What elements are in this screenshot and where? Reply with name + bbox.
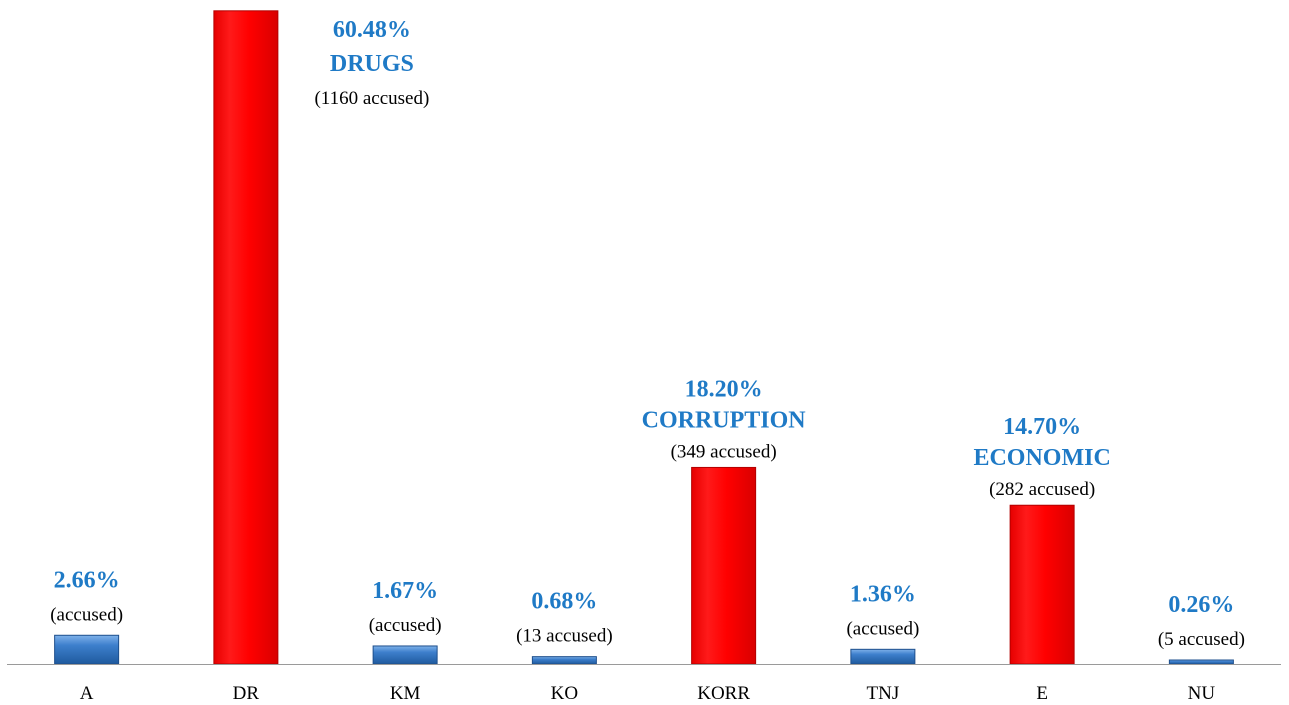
bar-ko-label-pct: 0.68%: [531, 589, 597, 615]
bar-km-label-pct: 1.67%: [372, 578, 438, 604]
bar-nu-label-count: (5 accused): [1158, 629, 1245, 650]
bar-dr: [213, 10, 279, 665]
bar-e: [1009, 504, 1075, 665]
bar-a: [54, 634, 120, 665]
data-labels-group: 2.66% (accused) 60.48% DRUGS (1160 accused) 1…: [50, 17, 1245, 650]
x-tick-e: E: [1036, 683, 1048, 704]
bar-ko: [531, 656, 597, 665]
x-tick-a: A: [80, 683, 94, 704]
bar-korr-label-pct: 18.20%: [685, 376, 763, 402]
bar-korr-label-name: CORRUPTION: [642, 407, 807, 433]
x-tick-ko: KO: [551, 683, 578, 704]
x-tick-labels-group: A DR KM KO KORR TNJ E NU: [80, 683, 1216, 704]
bar-a-label-pct: 2.66%: [54, 567, 120, 593]
bar-korr-label-count: (349 accused): [671, 441, 777, 462]
bar-tnj-label-pct: 1.36%: [850, 581, 916, 607]
x-tick-nu: NU: [1188, 683, 1216, 704]
bar-km: [372, 645, 438, 665]
bar-tnj-label-count: (accused): [846, 618, 919, 639]
bar-korr: [691, 466, 757, 665]
bar-dr-label-name: DRUGS: [330, 51, 414, 77]
bar-a-label-count: (accused): [50, 604, 123, 625]
bar-ko-label-count: (13 accused): [516, 626, 613, 647]
x-tick-tnj: TNJ: [867, 683, 900, 704]
bar-tnj: [850, 648, 916, 665]
bar-dr-label-pct: 60.48%: [333, 17, 411, 43]
bar-dr-label-count: (1160 accused): [314, 88, 429, 109]
x-tick-korr: KORR: [697, 683, 750, 704]
bar-nu-label-pct: 0.26%: [1168, 592, 1234, 618]
bars-group: [54, 10, 1234, 665]
bar-km-label-count: (accused): [369, 615, 442, 636]
bar-e-label-pct: 14.70%: [1003, 414, 1081, 440]
bar-e-label-count: (282 accused): [989, 479, 1095, 500]
bar-e-label-name: ECONOMIC: [973, 445, 1110, 471]
x-tick-dr: DR: [233, 683, 260, 704]
x-tick-km: KM: [390, 683, 421, 704]
bar-nu: [1168, 659, 1234, 665]
